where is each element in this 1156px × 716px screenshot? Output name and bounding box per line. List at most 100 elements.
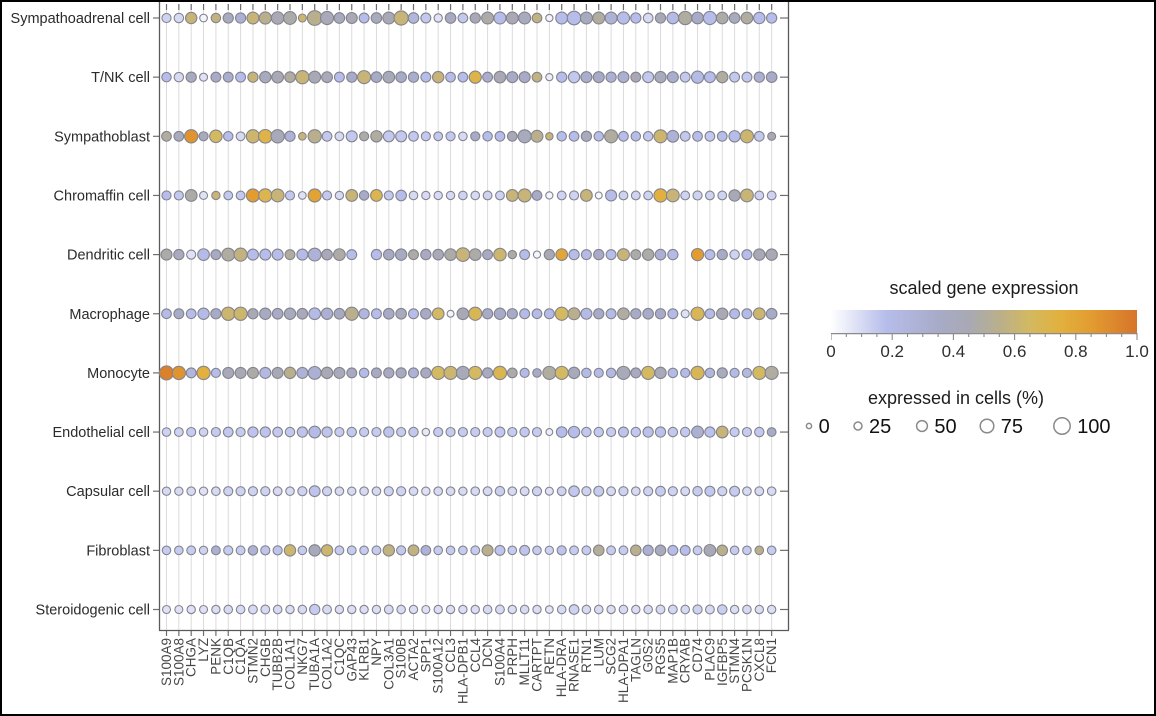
dot — [544, 545, 555, 556]
dot — [704, 190, 715, 201]
dot — [271, 366, 284, 379]
gene-label: RGS5 — [653, 638, 668, 675]
dot — [754, 426, 765, 438]
dot — [407, 308, 420, 320]
dot — [482, 249, 494, 261]
dot — [690, 306, 705, 321]
dot — [433, 545, 444, 556]
dot — [308, 70, 322, 84]
expression-colorbar-ticks — [831, 333, 1138, 340]
dot — [742, 545, 752, 556]
dot — [408, 130, 419, 142]
dot — [272, 604, 283, 615]
dot — [235, 486, 246, 497]
dot — [532, 604, 542, 615]
dot — [766, 604, 777, 615]
dot — [530, 129, 544, 143]
dot — [199, 72, 209, 82]
dot — [445, 604, 456, 615]
dot — [643, 604, 653, 615]
dot — [433, 604, 443, 615]
dot — [482, 426, 493, 438]
dot — [320, 307, 334, 320]
dot — [630, 308, 642, 320]
dot — [702, 10, 717, 26]
dot — [420, 307, 432, 320]
gene-label: PLAC9 — [702, 638, 717, 681]
gene-label: HLA-DPA1 — [616, 638, 631, 703]
dot — [346, 367, 358, 379]
dot — [468, 306, 483, 321]
dot — [320, 544, 334, 557]
dot — [568, 130, 580, 142]
dot — [517, 188, 532, 203]
dot — [173, 248, 185, 261]
dot — [690, 70, 705, 84]
dot — [211, 604, 221, 615]
dot — [458, 545, 468, 556]
dot — [741, 249, 753, 261]
dot — [359, 545, 369, 556]
dot — [284, 130, 296, 142]
dot — [221, 247, 236, 262]
dot — [492, 365, 508, 381]
dot — [605, 426, 617, 438]
dot — [642, 12, 654, 24]
dot — [247, 486, 259, 497]
dot — [518, 11, 532, 25]
dot — [222, 426, 234, 438]
dot — [704, 308, 716, 320]
dot — [245, 129, 261, 144]
dot — [605, 189, 618, 202]
dot — [655, 485, 666, 497]
dot — [395, 189, 407, 202]
dot — [408, 604, 419, 615]
dot — [679, 426, 691, 438]
dot — [605, 71, 617, 83]
dot — [333, 71, 345, 83]
dot — [370, 367, 382, 379]
dot — [754, 190, 765, 201]
dot — [259, 248, 272, 261]
gene-label: RNASE1 — [567, 638, 582, 692]
dot — [579, 11, 593, 25]
dot — [271, 70, 285, 84]
dot — [445, 486, 456, 497]
dot — [446, 309, 455, 318]
dot — [455, 365, 470, 380]
dot — [161, 604, 172, 615]
dot — [396, 426, 407, 438]
dot — [457, 426, 469, 438]
dot — [717, 190, 728, 201]
dot — [308, 307, 322, 321]
dot — [729, 604, 740, 615]
dot — [704, 426, 716, 438]
dot — [494, 130, 506, 142]
dot — [506, 130, 518, 142]
dot — [532, 545, 542, 556]
dot — [320, 366, 334, 380]
dot — [186, 486, 197, 497]
dot — [666, 71, 679, 84]
dot — [458, 604, 468, 615]
dot — [173, 12, 185, 24]
dot — [357, 70, 372, 85]
dot — [431, 365, 446, 380]
dot — [481, 544, 494, 557]
dot — [593, 367, 604, 379]
dot — [393, 10, 409, 26]
dot — [284, 71, 296, 83]
dot — [654, 366, 667, 380]
dot — [408, 486, 419, 497]
dot — [222, 12, 234, 24]
dot — [382, 544, 396, 557]
dot — [765, 71, 778, 83]
gene-label: COL1A2 — [320, 638, 335, 690]
dot — [543, 248, 556, 261]
dot — [223, 545, 234, 556]
dot — [198, 131, 209, 142]
dot — [667, 486, 678, 497]
dot — [581, 604, 592, 615]
dot — [753, 11, 766, 25]
dot — [618, 486, 629, 497]
